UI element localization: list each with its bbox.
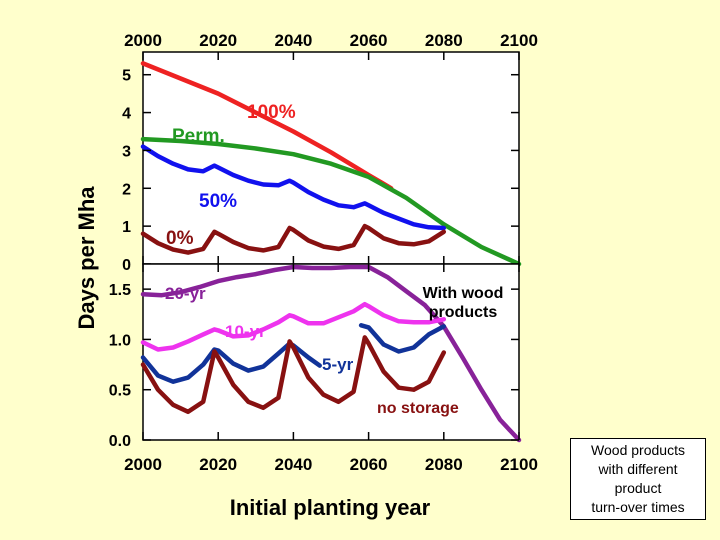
bottom-x-tick-label: 2080 bbox=[425, 455, 463, 474]
bottom-x-tick-label: 2060 bbox=[350, 455, 388, 474]
label-100pct: 100% bbox=[247, 102, 296, 123]
y-axis-label: Days per Mha bbox=[74, 186, 99, 330]
caption-line-3: product bbox=[614, 480, 662, 496]
label-20yr: 20-yr bbox=[165, 284, 206, 303]
label-no-storage: no storage bbox=[377, 400, 459, 417]
bottom-y-tick-label: 0.0 bbox=[109, 433, 131, 450]
bottom-x-tick-label: 2000 bbox=[124, 455, 162, 474]
top-series-50 bbox=[140, 144, 447, 231]
bottom-x-tick-label: 2100 bbox=[500, 455, 538, 474]
caption-line-4: turn-over times bbox=[591, 499, 685, 515]
top-x-tick-label: 2020 bbox=[199, 31, 237, 50]
top-x-tick-label: 2060 bbox=[350, 31, 388, 50]
top-x-tick-label: 2040 bbox=[274, 31, 312, 50]
bottom-series-no-storage bbox=[140, 335, 447, 415]
caption-line-1: Wood products bbox=[591, 442, 685, 458]
label-products: products bbox=[429, 304, 498, 321]
caption-text: Wood products with different product tur… bbox=[585, 441, 691, 517]
label-with-wood: With wood bbox=[423, 285, 504, 302]
bottom-y-tick-label: 0.5 bbox=[109, 383, 131, 400]
label-5yr: 5-yr bbox=[322, 355, 354, 374]
top-y-tick-label: 2 bbox=[122, 181, 131, 198]
top-y-tick-label: 1 bbox=[122, 219, 131, 236]
bottom-panel: 0.0 0.5 1.0 1.5 2000 2020 2040 2060 2080 2100 bbox=[109, 263, 538, 474]
caption-line-2: with different bbox=[598, 461, 678, 477]
top-y-tick-label: 3 bbox=[122, 143, 131, 160]
top-x-tick-label: 2100 bbox=[500, 31, 538, 50]
bottom-y-tick-label: 1.5 bbox=[109, 282, 131, 299]
bottom-series-20-yr bbox=[140, 264, 522, 443]
caption-box: Wood products with different product tur… bbox=[570, 438, 706, 520]
x-axis-label: Initial planting year bbox=[230, 495, 431, 520]
top-x-tick-label: 2080 bbox=[425, 31, 463, 50]
bottom-x-tick-label: 2040 bbox=[274, 455, 312, 474]
bottom-series-5-yr-cont bbox=[358, 323, 447, 354]
label-perm: Perm. bbox=[172, 126, 225, 147]
label-10yr: 10-yr bbox=[225, 322, 266, 341]
top-panel: 0 1 2 3 4 5 2000 2020 2040 2060 2080 2100 bbox=[122, 31, 538, 274]
bottom-plot-frame bbox=[142, 263, 520, 441]
top-x-tick-label: 2000 bbox=[124, 31, 162, 50]
bottom-x-tick-label: 2020 bbox=[199, 455, 237, 474]
label-50pct: 50% bbox=[199, 191, 237, 212]
top-series-100 bbox=[140, 61, 394, 191]
bottom-y-tick-label: 1.0 bbox=[109, 332, 131, 349]
top-series-0 bbox=[140, 223, 447, 255]
bottom-series-10-yr bbox=[140, 301, 447, 352]
top-y-tick-label: 0 bbox=[122, 257, 131, 274]
label-0pct: 0% bbox=[166, 228, 194, 249]
top-y-tick-label: 4 bbox=[122, 106, 131, 123]
top-series-perm bbox=[140, 136, 522, 267]
top-y-tick-label: 5 bbox=[122, 68, 131, 85]
